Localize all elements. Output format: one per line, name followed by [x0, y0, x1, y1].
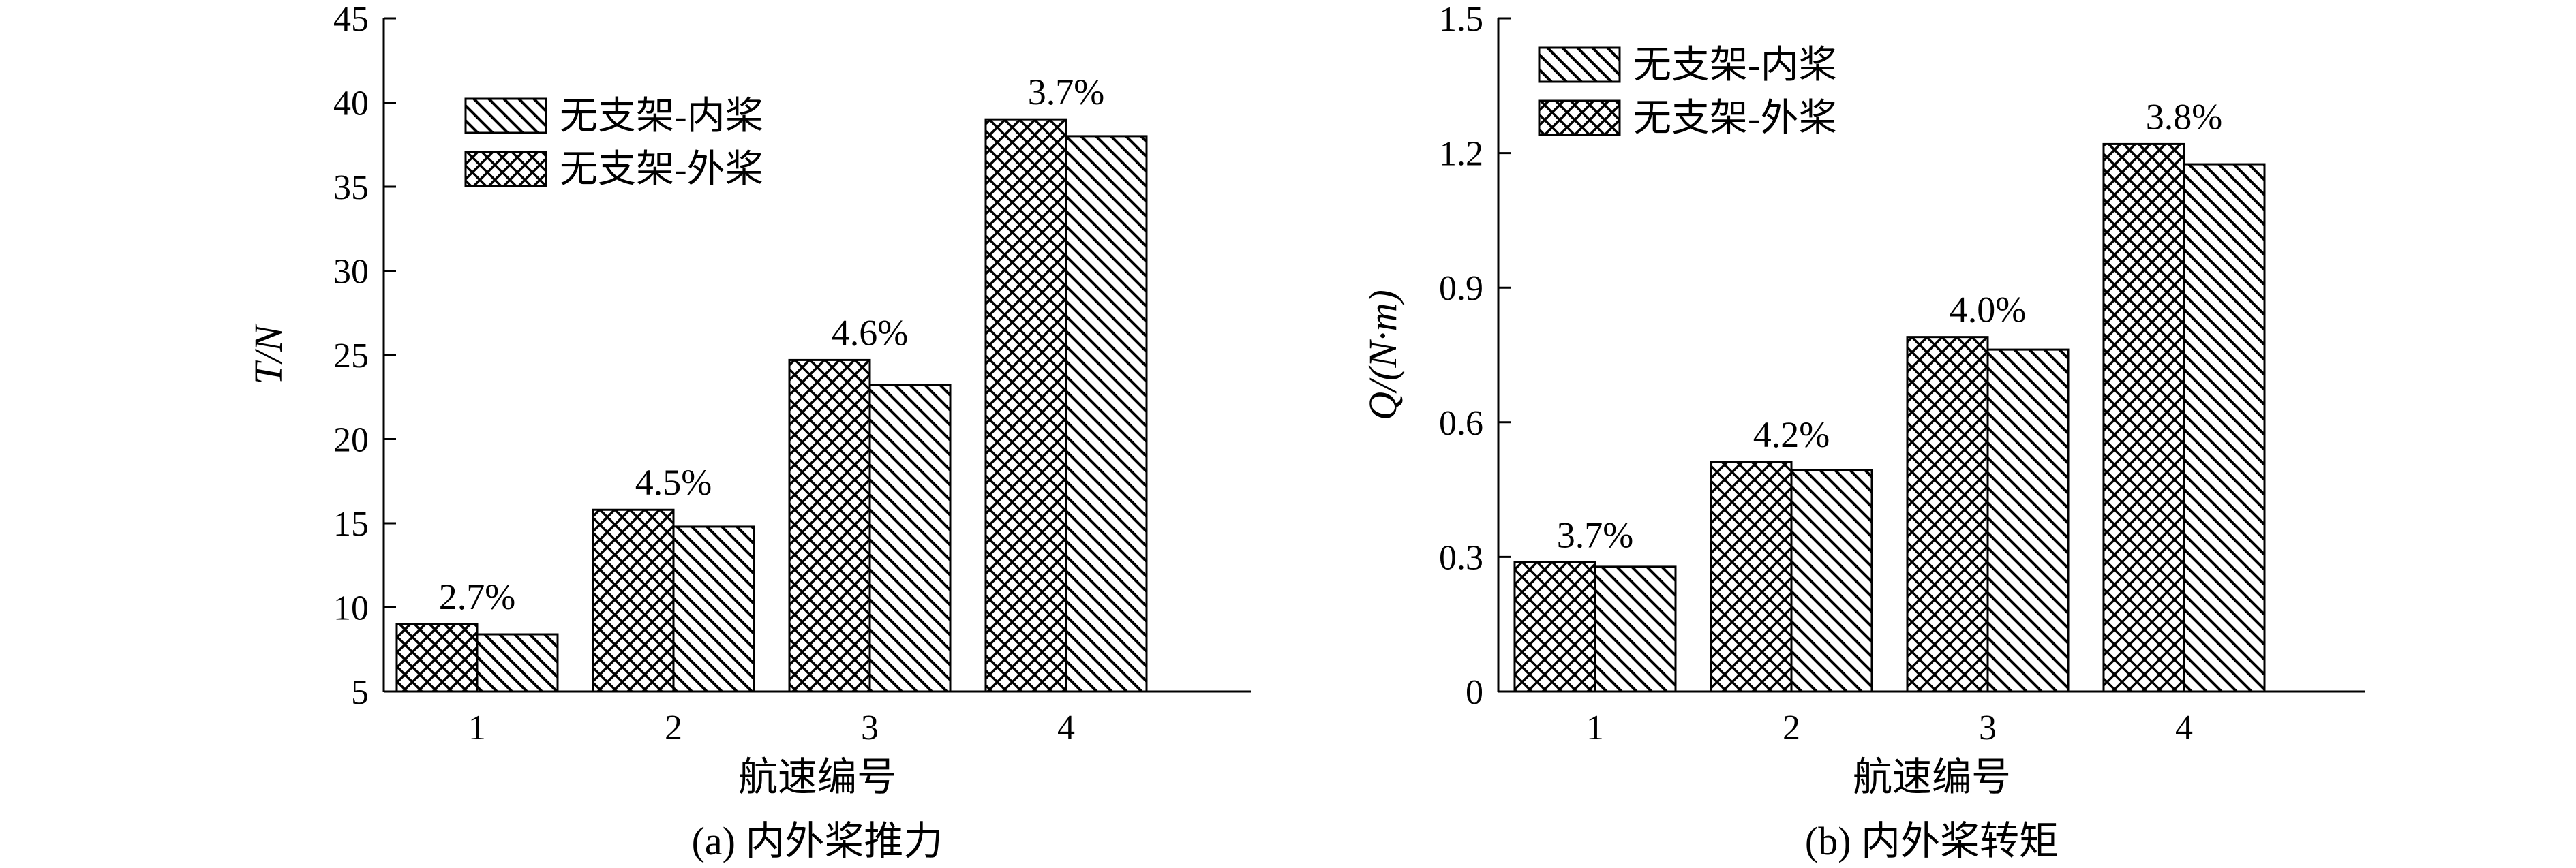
- thrust-chart: 5 10 15 20 25 30 35 40 45 1 2.7% 2 4.5% 3 4.6% 4 3.7% 航速编…: [246, 0, 1251, 863]
- y-tick-label: 45: [333, 0, 369, 39]
- bar-outer-2: [592, 508, 675, 693]
- percent-annotation: 2.7%: [439, 576, 515, 617]
- percent-annotation: 3.7%: [1557, 514, 1633, 555]
- y-tick-label: 0: [1466, 673, 1483, 712]
- bar-inner-1: [1594, 565, 1677, 693]
- bar-outer-1: [395, 623, 479, 693]
- legend-label: 无支架-内桨: [560, 95, 763, 138]
- x-axis-label: 航速编号: [738, 755, 896, 799]
- y-axis-label: T/N: [246, 323, 290, 384]
- chart-title: (a) 内外桨推力: [692, 819, 943, 863]
- bar-outer-4: [984, 118, 1067, 693]
- y-tick-label: 1.5: [1439, 0, 1483, 39]
- x-axis-label: 航速编号: [1853, 755, 2011, 799]
- x-tick-label: 4: [1057, 709, 1075, 747]
- y-tick-label: 20: [333, 421, 369, 460]
- percent-annotation: 4.6%: [832, 312, 908, 353]
- x-tick-label: 3: [1979, 709, 1997, 747]
- y-tick-label: 0.3: [1439, 538, 1483, 577]
- y-tick-label: 10: [333, 589, 369, 628]
- y-tick-label: 35: [333, 168, 369, 207]
- bar-outer-3: [1906, 336, 1989, 693]
- x-tick-label: 2: [1783, 709, 1800, 747]
- bar-outer-1: [1513, 561, 1596, 693]
- bar-inner-4: [1065, 135, 1148, 693]
- legend-swatch: [464, 151, 547, 187]
- x-tick-label: 2: [665, 709, 682, 747]
- chart-title: (b) 内外桨转矩: [1805, 819, 2059, 863]
- bar-outer-3: [788, 358, 871, 693]
- percent-annotation: 4.2%: [1753, 414, 1830, 455]
- bar-outer-4: [2102, 142, 2185, 693]
- bar-inner-1: [476, 633, 559, 693]
- bar-inner-4: [2183, 163, 2266, 693]
- x-tick-label: 1: [1586, 709, 1604, 747]
- legend-swatch: [1538, 46, 1621, 83]
- y-tick-label: 15: [333, 505, 369, 544]
- legend-swatch: [1538, 99, 1621, 136]
- bar-inner-3: [868, 384, 952, 693]
- y-tick-label: 0.9: [1439, 269, 1483, 308]
- x-tick-label: 4: [2175, 709, 2193, 747]
- y-tick-label: 30: [333, 253, 369, 292]
- torque-chart: 0 0.3 0.6 0.9 1.2 1.5 1 3.7% 2 4.2% 3 4.0% 4 3.8% 航速编号…: [1361, 0, 2365, 863]
- legend-label: 无支架-外桨: [560, 149, 763, 191]
- bar-inner-2: [672, 525, 755, 693]
- legend-label: 无支架-外桨: [1633, 97, 1837, 140]
- legend-swatch: [464, 97, 547, 134]
- legend-label: 无支架-内桨: [1633, 44, 1837, 87]
- y-tick-label: 1.2: [1439, 135, 1483, 174]
- y-axis-label: Q/(N·m): [1361, 290, 1405, 420]
- percent-annotation: 4.0%: [1950, 290, 2026, 330]
- x-tick-label: 3: [861, 709, 879, 747]
- bar-inner-3: [1986, 348, 2070, 693]
- y-tick-label: 25: [333, 337, 369, 375]
- percent-annotation: 3.7%: [1028, 72, 1104, 112]
- y-tick-label: 5: [351, 673, 369, 712]
- x-tick-label: 1: [468, 709, 486, 747]
- percent-annotation: 3.8%: [2146, 96, 2222, 137]
- bar-outer-2: [1710, 461, 1793, 693]
- y-tick-label: 0.6: [1439, 404, 1483, 443]
- y-tick-label: 40: [333, 84, 369, 123]
- percent-annotation: 4.5%: [635, 462, 712, 503]
- bar-inner-2: [1790, 469, 1873, 693]
